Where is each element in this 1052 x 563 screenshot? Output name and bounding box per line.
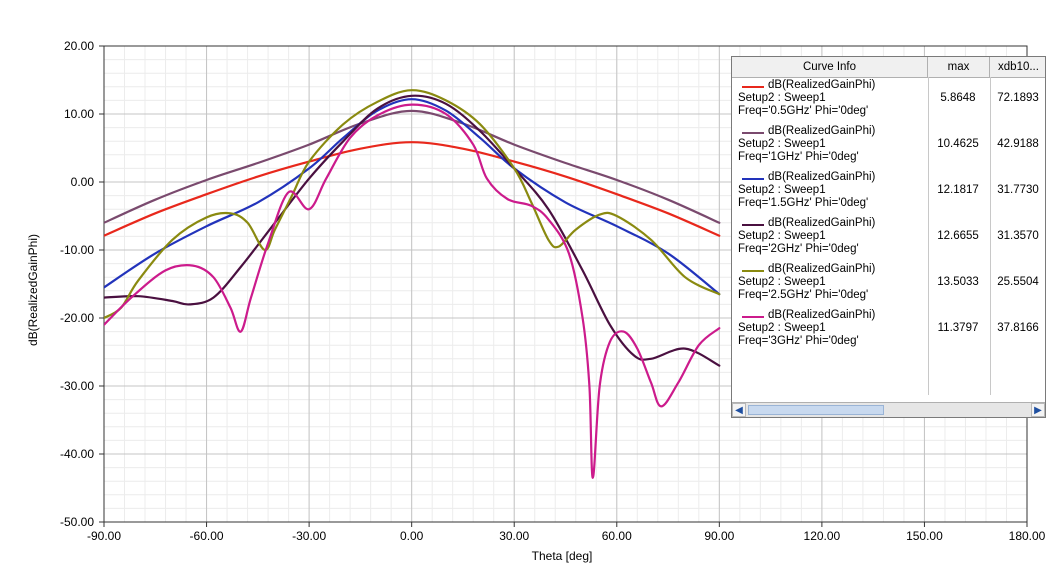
legend-header: Curve Info max xdb10... bbox=[732, 57, 1045, 78]
legend-curve-name: dB(RealizedGainPhi) bbox=[768, 79, 876, 91]
scroll-left-arrow-icon[interactable]: ◀ bbox=[732, 403, 746, 417]
legend-xdb-value: 31.3570 bbox=[997, 230, 1039, 242]
tick-labels: -90.00 -60.00 -30.00 0.00 30.00 60.00 90.00 120… bbox=[60, 39, 1046, 543]
y-tick-label: 20.00 bbox=[64, 39, 94, 53]
legend-max-value: 13.5033 bbox=[937, 276, 979, 288]
legend-max-value: 11.3797 bbox=[937, 322, 979, 334]
legend-setup: Setup2 : Sweep1 bbox=[738, 230, 826, 242]
x-tick-label: 30.00 bbox=[499, 529, 529, 543]
series-line-4 bbox=[104, 94, 721, 367]
x-tick-label: 60.00 bbox=[602, 529, 632, 543]
legend-header-max[interactable]: max bbox=[928, 57, 990, 77]
legend-col-divider bbox=[990, 77, 991, 395]
legend-setup: Setup2 : Sweep1 bbox=[738, 92, 826, 104]
legend-row[interactable]: dB(RealizedGainPhi) Setup2 : Sweep1 Freq='… bbox=[732, 79, 1045, 125]
y-tick-label: 10.00 bbox=[64, 107, 94, 121]
legend-setup: Setup2 : Sweep1 bbox=[738, 322, 826, 334]
legend-swatch bbox=[742, 132, 764, 134]
legend-curve-name: dB(RealizedGainPhi) bbox=[768, 217, 876, 229]
curve-info-legend[interactable]: Curve Info max xdb10... dB(RealizedGainP… bbox=[731, 56, 1046, 418]
legend-max-value: 5.8648 bbox=[940, 92, 976, 104]
series-line-3 bbox=[104, 98, 721, 296]
legend-swatch bbox=[742, 178, 764, 180]
y-tick-label: 0.00 bbox=[71, 175, 95, 189]
legend-xdb-value: 72.1893 bbox=[997, 92, 1039, 104]
legend-setup: Setup2 : Sweep1 bbox=[738, 276, 826, 288]
y-tick-label: -30.00 bbox=[60, 379, 94, 393]
series-line-6 bbox=[104, 103, 721, 479]
x-tick-label: 180.00 bbox=[1009, 529, 1046, 543]
legend-curve-name: dB(RealizedGainPhi) bbox=[768, 125, 876, 137]
legend-freq: Freq='2.5GHz' Phi='0deg' bbox=[738, 289, 869, 301]
legend-curve-name: dB(RealizedGainPhi) bbox=[768, 171, 876, 183]
y-axis-title: dB(RealizedGainPhi) bbox=[26, 234, 40, 346]
legend-freq: Freq='1.5GHz' Phi='0deg' bbox=[738, 197, 869, 209]
legend-row[interactable]: dB(RealizedGainPhi) Setup2 : Sweep1 Freq='… bbox=[732, 263, 1045, 309]
series-line-5 bbox=[104, 89, 721, 320]
y-tick-label: -40.00 bbox=[60, 447, 94, 461]
legend-curve-name: dB(RealizedGainPhi) bbox=[768, 309, 876, 321]
legend-swatch bbox=[742, 270, 764, 272]
x-tick-label: 0.00 bbox=[400, 529, 424, 543]
x-tick-label: -90.00 bbox=[87, 529, 121, 543]
series-line-1 bbox=[104, 141, 721, 237]
legend-swatch bbox=[742, 86, 764, 88]
x-axis-title: Theta [deg] bbox=[532, 549, 593, 563]
scroll-right-arrow-icon[interactable]: ▶ bbox=[1031, 403, 1045, 417]
legend-row[interactable]: dB(RealizedGainPhi) Setup2 : Sweep1 Freq='… bbox=[732, 125, 1045, 171]
legend-freq: Freq='0.5GHz' Phi='0deg' bbox=[738, 105, 869, 117]
legend-xdb-value: 31.7730 bbox=[997, 184, 1039, 196]
scroll-thumb[interactable] bbox=[748, 405, 884, 415]
legend-max-value: 12.1817 bbox=[937, 184, 979, 196]
legend-setup: Setup2 : Sweep1 bbox=[738, 184, 826, 196]
x-tick-label: 150.00 bbox=[906, 529, 943, 543]
legend-header-curve-info[interactable]: Curve Info bbox=[732, 57, 928, 77]
x-tick-label: -30.00 bbox=[292, 529, 326, 543]
legend-row[interactable]: dB(RealizedGainPhi) Setup2 : Sweep1 Freq='… bbox=[732, 171, 1045, 217]
legend-swatch bbox=[742, 224, 764, 226]
y-tick-label: -20.00 bbox=[60, 311, 94, 325]
legend-max-value: 10.4625 bbox=[937, 138, 979, 150]
series-layer bbox=[104, 89, 721, 479]
x-tick-label: 90.00 bbox=[704, 529, 734, 543]
x-tick-label: -60.00 bbox=[190, 529, 224, 543]
legend-freq: Freq='3GHz' Phi='0deg' bbox=[738, 335, 859, 347]
y-tick-label: -10.00 bbox=[60, 243, 94, 257]
legend-max-value: 12.6655 bbox=[937, 230, 979, 242]
legend-row[interactable]: dB(RealizedGainPhi) Setup2 : Sweep1 Freq='… bbox=[732, 217, 1045, 263]
legend-row[interactable]: dB(RealizedGainPhi) Setup2 : Sweep1 Freq='… bbox=[732, 309, 1045, 355]
legend-col-divider bbox=[928, 77, 929, 395]
y-tick-label: -50.00 bbox=[60, 515, 94, 529]
legend-curve-name: dB(RealizedGainPhi) bbox=[768, 263, 876, 275]
legend-setup: Setup2 : Sweep1 bbox=[738, 138, 826, 150]
legend-horizontal-scrollbar[interactable]: ◀ ▶ bbox=[732, 402, 1045, 417]
x-tick-label: 120.00 bbox=[804, 529, 841, 543]
legend-swatch bbox=[742, 316, 764, 318]
legend-header-xdb[interactable]: xdb10... bbox=[998, 61, 1039, 73]
legend-xdb-value: 37.8166 bbox=[997, 322, 1039, 334]
legend-freq: Freq='2GHz' Phi='0deg' bbox=[738, 243, 859, 255]
legend-freq: Freq='1GHz' Phi='0deg' bbox=[738, 151, 859, 163]
series-line-2 bbox=[104, 109, 721, 224]
legend-xdb-value: 42.9188 bbox=[997, 138, 1039, 150]
legend-xdb-value: 25.5504 bbox=[997, 276, 1039, 288]
